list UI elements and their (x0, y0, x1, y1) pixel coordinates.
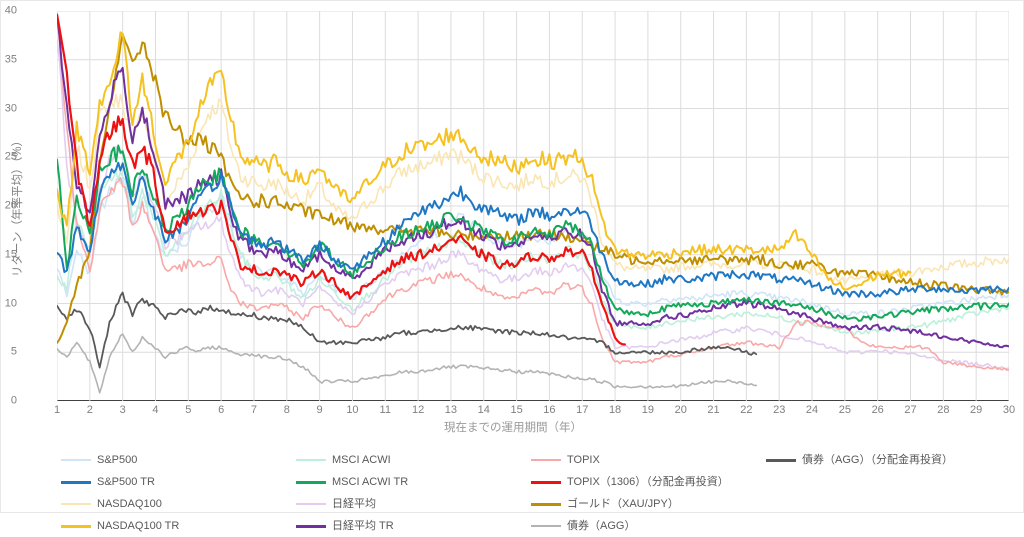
legend-item[interactable]: ゴールド（XAU/JPY） (531, 493, 766, 515)
x-tick-label: 26 (871, 404, 884, 416)
plot-area (57, 11, 1009, 401)
series-line (57, 31, 912, 291)
chart-legend: S&P500 MSCI ACWI TOPIX 債券（AGG）（分配金再投資） S&P50… (61, 449, 1001, 531)
y-axis-title: リターン（年率平均）（%） (12, 135, 24, 277)
series-line (57, 13, 627, 346)
series-line (57, 333, 758, 394)
legend-item[interactable]: NASDAQ100 TR (61, 515, 296, 537)
legend-label: S&P500 (97, 453, 138, 466)
x-tick-label: 11 (379, 404, 391, 416)
x-tick-label: 16 (543, 404, 556, 416)
legend-item[interactable]: NASDAQ100 (61, 493, 296, 515)
y-tick-label: 30 (4, 102, 17, 114)
x-tick-label: 15 (510, 404, 523, 416)
x-axis-title: 現在までの運用期間（年） (444, 422, 582, 434)
x-tick-label: 17 (576, 404, 589, 416)
series-line (57, 38, 1009, 370)
series-lines (57, 13, 1009, 394)
legend-color-swatch (531, 502, 561, 506)
series-line (57, 93, 1009, 285)
legend-item[interactable]: 債券（AGG）（分配金再投資） (766, 449, 1001, 471)
x-tick-label: 18 (608, 404, 622, 416)
legend-item[interactable]: S&P500 TR (61, 471, 296, 493)
legend-color-swatch (61, 503, 91, 505)
legend-label: NASDAQ100 (97, 497, 162, 510)
series-line (57, 144, 1009, 322)
x-tick-label: 14 (477, 404, 490, 416)
x-tick-label: 20 (674, 404, 687, 416)
y-tick-label: 5 (10, 345, 17, 358)
x-tick-label: 22 (740, 404, 753, 416)
x-tick-label: 3 (119, 404, 126, 416)
legend-label: S&P500 TR (97, 475, 155, 488)
legend-color-swatch (296, 524, 326, 528)
legend-color-swatch (296, 459, 326, 461)
legend-label: MSCI ACWI TR (332, 475, 409, 488)
legend-label: MSCI ACWI (332, 453, 391, 466)
legend-color-swatch (61, 459, 91, 461)
x-tick-label: 19 (641, 404, 655, 416)
legend-color-swatch (61, 480, 91, 484)
series-line (57, 17, 1009, 371)
legend-item[interactable]: 日経平均 TR (296, 515, 531, 537)
x-tick-label: 23 (773, 404, 786, 416)
x-tick-label: 4 (152, 404, 159, 416)
y-tick-label: 10 (4, 297, 17, 309)
legend-spacer (766, 471, 1001, 493)
y-tick-label: 0 (10, 394, 17, 407)
y-tick-label: 35 (4, 53, 17, 66)
legend-item[interactable]: S&P500 (61, 449, 296, 471)
series-line (57, 161, 1009, 299)
x-tick-label: 10 (346, 404, 359, 416)
legend-color-swatch (61, 524, 91, 528)
x-tick-label: 28 (937, 404, 950, 416)
legend-color-swatch (296, 503, 326, 505)
series-line (57, 176, 1009, 317)
legend-label: TOPIX（1306）（分配金再投資） (567, 475, 729, 488)
x-tick-label: 6 (218, 404, 225, 416)
y-tick-label: 40 (4, 4, 17, 17)
legend-item[interactable]: MSCI ACWI TR (296, 471, 531, 493)
legend-label: 債券（AGG）（分配金再投資） (802, 453, 953, 466)
legend-spacer (766, 493, 1001, 515)
legend-label: 債券（AGG） (567, 519, 636, 532)
x-tick-label: 30 (1002, 404, 1016, 416)
series-line (57, 291, 758, 369)
legend-label: 日経平均 TR (332, 519, 394, 532)
legend-item[interactable]: TOPIX (531, 449, 766, 471)
legend-color-swatch (766, 458, 796, 462)
x-tick-label: 25 (838, 404, 851, 416)
x-tick-label: 27 (904, 404, 917, 416)
x-tick-label: 2 (86, 404, 93, 416)
x-tick-label: 5 (185, 404, 192, 416)
legend-label: 日経平均 (332, 497, 376, 510)
legend-item[interactable]: 日経平均 (296, 493, 531, 515)
legend-color-swatch (531, 459, 561, 461)
x-tick-label: 29 (970, 404, 983, 416)
legend-color-swatch (531, 480, 561, 484)
x-tick-label: 12 (411, 404, 425, 416)
legend-label: ゴールド（XAU/JPY） (567, 497, 679, 510)
x-tick-label: 24 (805, 404, 819, 416)
legend-color-swatch (531, 525, 561, 527)
x-tick-label: 1 (53, 404, 61, 416)
x-tick-label: 8 (283, 404, 290, 416)
legend-item[interactable]: TOPIX（1306）（分配金再投資） (531, 471, 766, 493)
x-tick-label: 21 (707, 404, 720, 416)
x-tick-label: 7 (250, 404, 258, 416)
legend-item[interactable]: 債券（AGG） (531, 515, 766, 537)
x-tick-label: 13 (444, 404, 458, 416)
x-tick-label: 9 (316, 404, 323, 416)
legend-label: NASDAQ100 TR (97, 519, 180, 532)
legend-spacer (766, 515, 1001, 537)
legend-color-swatch (296, 480, 326, 484)
legend-item[interactable]: MSCI ACWI (296, 449, 531, 471)
legend-label: TOPIX (567, 453, 600, 466)
